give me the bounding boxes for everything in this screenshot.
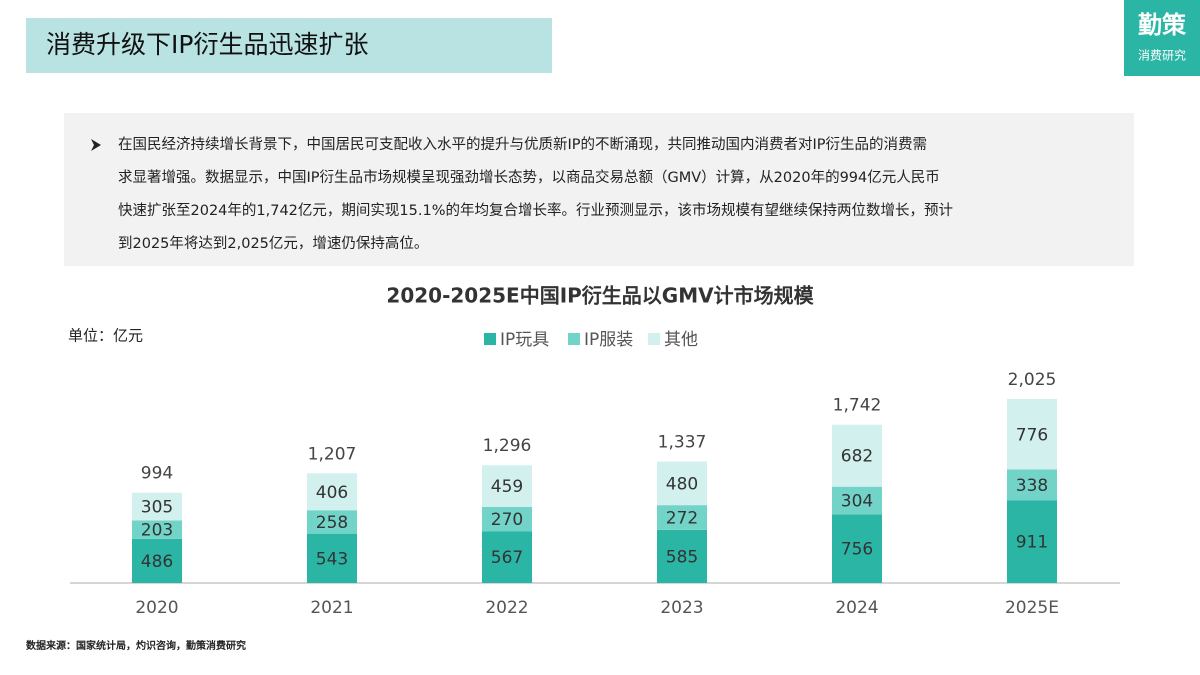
bar-segment: [482, 506, 532, 532]
logo-subtitle: 消费研究: [1138, 48, 1186, 63]
x-tick-label: 2020: [135, 598, 178, 618]
bar-segment: [657, 461, 707, 506]
total-label: 994: [141, 464, 173, 484]
legend-swatch: [484, 333, 496, 345]
segment-label: 682: [841, 447, 873, 467]
paragraph-line: 快速扩张至2024年的1,742亿元，期间实现15.1%的年均复合增长率。行业预…: [118, 201, 953, 219]
total-label: 1,742: [833, 396, 882, 416]
segment-label: 272: [666, 508, 698, 528]
segment-label: 567: [491, 548, 523, 568]
legend-label: 其他: [664, 330, 698, 350]
bar-segment: [657, 505, 707, 530]
x-tick-label: 2023: [660, 598, 703, 618]
bar-segment: [1007, 500, 1057, 583]
segment-label: 338: [1016, 476, 1048, 496]
bar-segment: [1007, 399, 1057, 470]
text-box: [64, 113, 1134, 266]
segment-label: 258: [316, 513, 348, 533]
header-box: [26, 18, 552, 73]
total-label: 2,025: [1008, 370, 1057, 390]
total-label: 1,337: [658, 433, 707, 453]
bar-segment: [132, 492, 182, 521]
bar-segment: [832, 514, 882, 583]
bar-segment: [832, 424, 882, 487]
legend-label: IP服装: [584, 330, 633, 350]
chart-title: 2020-2025E中国IP衍生品以GMV计市场规模: [386, 284, 814, 308]
bar-segment: [307, 473, 357, 511]
segment-label: 776: [1016, 425, 1048, 445]
legend-label: IP玩具: [500, 330, 549, 350]
header-title: 消费升级下IP衍生品迅速扩张: [46, 30, 368, 59]
source: 数据来源：国家统计局，灼识咨询，勤策消费研究: [26, 639, 246, 652]
legend-swatch: [568, 333, 580, 345]
bullet-marker: [91, 139, 101, 151]
bar-segment: [832, 486, 882, 515]
bar-segment: [132, 520, 182, 539]
bar-segment: [1007, 469, 1057, 501]
segment-label: 305: [141, 498, 173, 518]
paragraph-line: 求显著增强。数据显示，中国IP衍生品市场规模呈现强劲增长态势，以商品交易总额（G…: [118, 168, 940, 186]
x-tick-label: 2025E: [1005, 598, 1059, 618]
paragraph: 在国民经济持续增长背景下，中国居民可支配收入水平的提升与优质新IP的不断涌现，共…: [118, 136, 953, 252]
segment-label: 406: [316, 483, 348, 503]
segment-label: 585: [666, 547, 698, 567]
segment-label: 304: [841, 491, 873, 511]
segment-label: 203: [141, 521, 173, 541]
paragraph-line: 在国民经济持续增长背景下，中国居民可支配收入水平的提升与优质新IP的不断涌现，共…: [118, 136, 927, 153]
legend-swatch: [648, 333, 660, 345]
bar-segment: [482, 465, 532, 507]
x-tick-label: 2022: [485, 598, 528, 618]
bar-segment: [307, 510, 357, 534]
bar-segment: [657, 529, 707, 583]
segment-label: 486: [141, 552, 173, 572]
total-label: 1,296: [483, 436, 532, 456]
segment-label: 459: [491, 477, 523, 497]
bar-segment: [482, 531, 532, 583]
logo-name: 勤策: [1138, 11, 1187, 39]
segment-label: 756: [841, 540, 873, 560]
unit-label: 单位：亿元: [68, 327, 143, 345]
paragraph-line: 到2025年将达到2,025亿元，增速仍保持高位。: [118, 235, 428, 252]
segment-label: 270: [491, 510, 523, 530]
bar-segment: [132, 538, 182, 583]
segment-label: 911: [1016, 533, 1048, 553]
logo-box: [1124, 0, 1200, 76]
segment-label: 480: [666, 474, 698, 494]
total-label: 1,207: [308, 444, 357, 464]
bar-segment: [307, 533, 357, 583]
x-tick-label: 2021: [310, 598, 353, 618]
segment-label: 543: [316, 549, 348, 569]
x-tick-label: 2024: [835, 598, 878, 618]
